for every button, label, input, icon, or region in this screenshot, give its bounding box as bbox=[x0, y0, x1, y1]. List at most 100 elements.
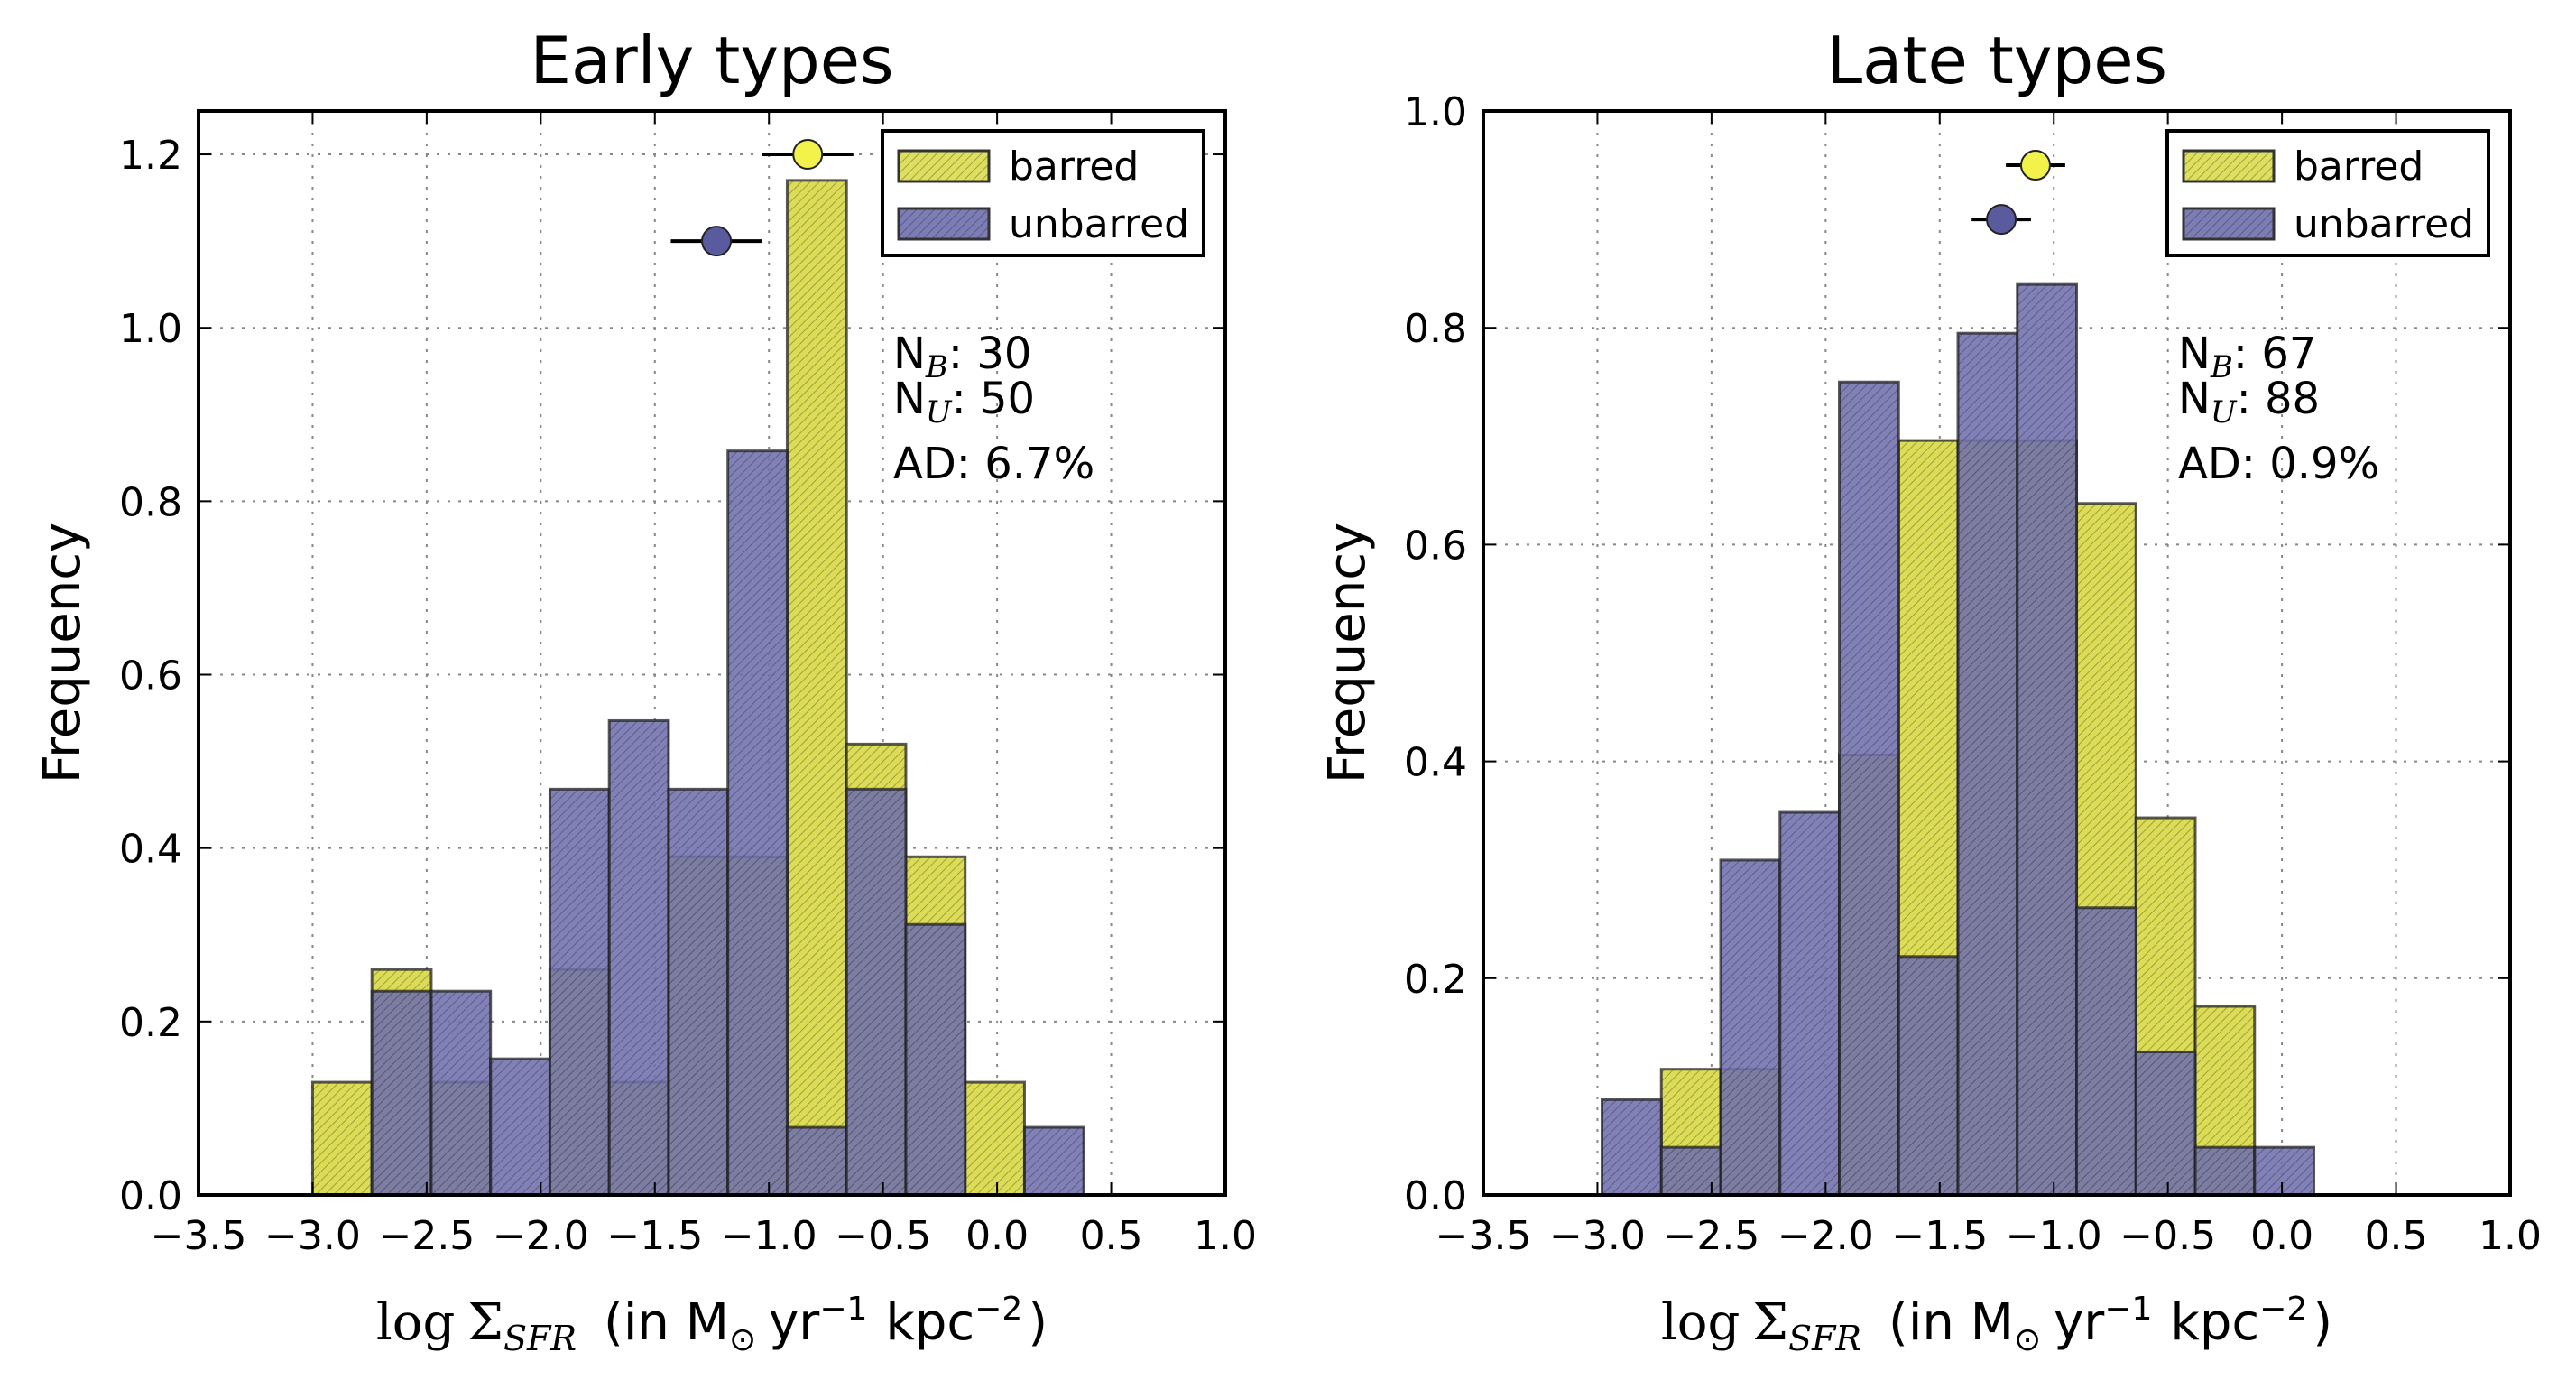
unbarred-bar-hatch bbox=[785, 1125, 848, 1197]
legend-swatch-hatch-unbarred bbox=[2182, 207, 2276, 241]
x-label-paren: (in M bbox=[1888, 1293, 2014, 1352]
unbarred-bar-hatch bbox=[2253, 1145, 2316, 1197]
y-tick-label: 0.4 bbox=[119, 827, 182, 873]
x-tick-label: 0.5 bbox=[1080, 1213, 1143, 1259]
unbarred-bar-hatch bbox=[2075, 906, 2137, 1197]
barred-mean-marker bbox=[2019, 150, 2051, 181]
x-tick-label: 0.5 bbox=[2365, 1213, 2428, 1259]
x-tick-label: 1.0 bbox=[2479, 1213, 2542, 1259]
unbarred-bar-hatch bbox=[2193, 1145, 2257, 1197]
barred-bar-hatch bbox=[964, 1080, 1026, 1197]
x-axis-label: log ΣSFR (in M⊙ yr−1 kpc−2) bbox=[376, 1291, 1048, 1358]
early-types-panel: −3.5 −3.0 −2.5 −2.0 −1.5 −1.0 −0.5 0.0 0.5 1.0 0.0… bbox=[33, 23, 1257, 1358]
n-barred-subscript: B bbox=[925, 349, 948, 385]
y-tick-label: 0.8 bbox=[119, 479, 182, 525]
x-label-yr-exp: −1 bbox=[819, 1291, 867, 1328]
y-tick-label: 0.2 bbox=[119, 1000, 182, 1046]
n-barred-symbol: N bbox=[2178, 329, 2211, 379]
n-unbarred-value: : 88 bbox=[2237, 374, 2321, 424]
x-label-paren-close: ) bbox=[1028, 1293, 1048, 1352]
unbarred-bar-hatch bbox=[2016, 282, 2079, 1197]
y-tick-label: 0.6 bbox=[119, 653, 182, 699]
late-types-panel: −3.5 −3.0 −2.5 −2.0 −1.5 −1.0 −0.5 0.0 0.5 1.0 0.0… bbox=[1318, 23, 2542, 1358]
y-tick-label: 0.4 bbox=[1404, 740, 1467, 786]
x-label-odot: ⊙ bbox=[2014, 1321, 2041, 1358]
unbarred-bar-hatch bbox=[429, 989, 493, 1197]
y-tick-label: 1.0 bbox=[119, 306, 182, 352]
ad-annotation: AD: 0.9% bbox=[2178, 439, 2379, 489]
x-axis-label: log ΣSFR (in M⊙ yr−1 kpc−2) bbox=[1661, 1291, 2332, 1358]
x-label-sub: SFR bbox=[1788, 1319, 1861, 1358]
x-tick-label: −3.0 bbox=[1549, 1213, 1646, 1259]
x-tick-label: 0.0 bbox=[2250, 1213, 2313, 1259]
unbarred-bar-hatch bbox=[845, 787, 908, 1197]
y-tick-label: 1.0 bbox=[1404, 89, 1467, 135]
y-axis-label: Frequency bbox=[1318, 523, 1377, 783]
x-label-odot: ⊙ bbox=[729, 1321, 756, 1358]
x-label-paren: (in M bbox=[604, 1293, 729, 1352]
unbarred-bar-hatch bbox=[1719, 858, 1782, 1197]
x-tick-label: −0.5 bbox=[2119, 1213, 2216, 1259]
unbarred-bar-hatch bbox=[1956, 331, 2019, 1197]
unbarred-bar-hatch bbox=[726, 449, 789, 1197]
n-barred-value: : 30 bbox=[948, 329, 1032, 379]
x-label-kpc: kpc bbox=[2170, 1293, 2259, 1352]
legend-label-unbarred: unbarred bbox=[2294, 201, 2474, 247]
unbarred-mean-marker bbox=[701, 226, 733, 257]
unbarred-bar-hatch bbox=[1897, 955, 1960, 1197]
x-label-log: log bbox=[1661, 1293, 1740, 1352]
unbarred-bar-hatch bbox=[667, 787, 730, 1197]
legend-label-barred: barred bbox=[2294, 144, 2424, 190]
unbarred-bar-hatch bbox=[489, 1057, 551, 1197]
chart-title: Early types bbox=[530, 23, 893, 98]
x-tick-label: −1.5 bbox=[1891, 1213, 1988, 1259]
barred-mean-marker bbox=[792, 139, 824, 171]
y-axis-label: Frequency bbox=[33, 523, 92, 783]
unbarred-bar-hatch bbox=[904, 922, 967, 1197]
unbarred-bar-hatch bbox=[548, 787, 611, 1197]
unbarred-bar-hatch bbox=[2134, 1050, 2197, 1197]
x-label-sigma: Σ bbox=[1752, 1293, 1788, 1352]
y-tick-label: 0.0 bbox=[119, 1173, 182, 1219]
x-tick-label: −3.5 bbox=[1436, 1213, 1532, 1259]
n-barred-annotation: NB: 67 bbox=[2178, 329, 2316, 385]
unbarred-bar-hatch bbox=[607, 718, 670, 1197]
x-tick-label: −2.5 bbox=[378, 1213, 475, 1259]
x-tick-label: 0.0 bbox=[965, 1213, 1029, 1259]
legend-label-barred: barred bbox=[1009, 144, 1139, 190]
x-tick-label: −3.5 bbox=[151, 1213, 247, 1259]
n-unbarred-symbol: N bbox=[893, 374, 926, 424]
x-label-yr-exp: −1 bbox=[2104, 1291, 2152, 1328]
x-label-sub: SFR bbox=[503, 1319, 577, 1358]
y-tick-label: 0.2 bbox=[1404, 957, 1467, 1003]
n-barred-value: : 67 bbox=[2233, 329, 2317, 379]
barred-bar-hatch bbox=[310, 1080, 374, 1197]
x-tick-label: −2.0 bbox=[1777, 1213, 1874, 1259]
x-label-sigma: Σ bbox=[467, 1293, 503, 1352]
n-unbarred-annotation: NU: 50 bbox=[893, 374, 1035, 431]
y-tick-label: 0.0 bbox=[1404, 1173, 1467, 1219]
chart-title: Late types bbox=[1826, 23, 2167, 98]
x-tick-label: −1.0 bbox=[721, 1213, 817, 1259]
x-label-kpc-exp: −2 bbox=[2259, 1291, 2307, 1328]
unbarred-bar-hatch bbox=[1601, 1098, 1663, 1197]
unbarred-bar-hatch bbox=[1778, 810, 1842, 1197]
n-barred-annotation: NB: 30 bbox=[893, 329, 1031, 385]
y-tick-label: 0.6 bbox=[1404, 523, 1467, 569]
n-barred-subscript: B bbox=[2210, 349, 2233, 385]
barred-bar-hatch bbox=[785, 179, 848, 1197]
x-label-kpc: kpc bbox=[885, 1293, 974, 1352]
unbarred-bar-hatch bbox=[1838, 380, 1900, 1197]
x-label-paren-close: ) bbox=[2313, 1293, 2332, 1352]
unbarred-bar-hatch bbox=[370, 989, 433, 1197]
unbarred-mean-marker bbox=[1986, 204, 2017, 236]
x-tick-label: −0.5 bbox=[835, 1213, 931, 1259]
unbarred-bar-hatch bbox=[1022, 1125, 1085, 1197]
n-unbarred-value: : 50 bbox=[952, 374, 1036, 424]
x-tick-label: −1.0 bbox=[2006, 1213, 2102, 1259]
n-unbarred-annotation: NU: 88 bbox=[2178, 374, 2320, 431]
n-barred-symbol: N bbox=[893, 329, 926, 379]
legend-swatch-hatch-barred bbox=[2182, 149, 2276, 183]
x-tick-label: −2.0 bbox=[493, 1213, 589, 1259]
